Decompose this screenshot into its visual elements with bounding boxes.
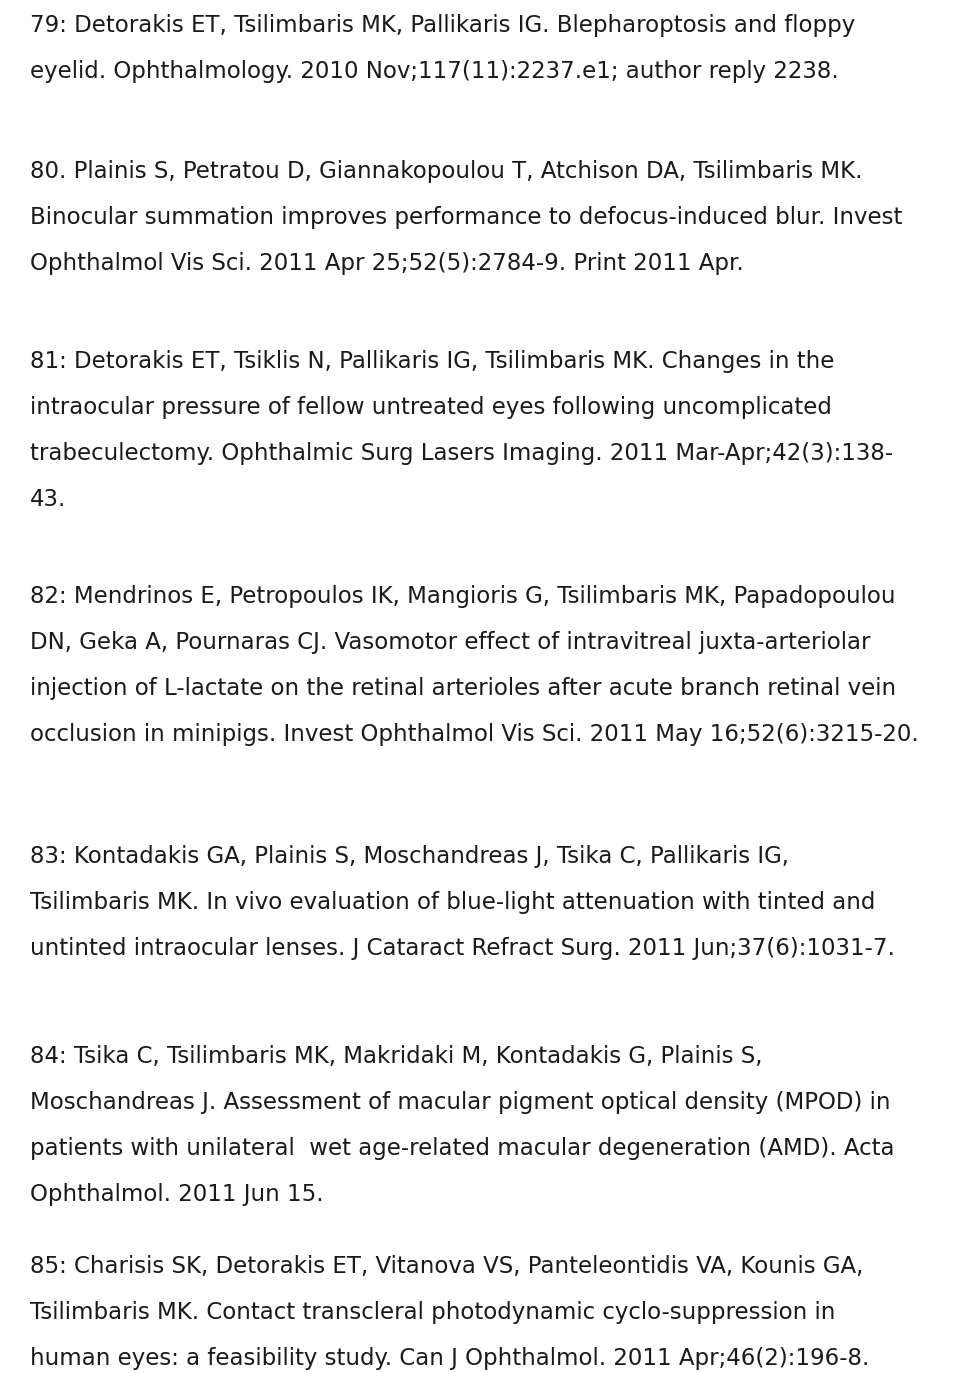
Text: 84: Tsika C, Tsilimbaris MK, Makridaki M, Kontadakis G, Plainis S,: 84: Tsika C, Tsilimbaris MK, Makridaki M… xyxy=(30,1045,762,1068)
Text: patients with unilateral  wet age-related macular degeneration (AMD). Acta: patients with unilateral wet age-related… xyxy=(30,1137,895,1160)
Text: Ophthalmol. 2011 Jun 15.: Ophthalmol. 2011 Jun 15. xyxy=(30,1184,324,1205)
Text: Tsilimbaris MK. In vivo evaluation of blue-light attenuation with tinted and: Tsilimbaris MK. In vivo evaluation of bl… xyxy=(30,891,876,914)
Text: human eyes: a feasibility study. Can J Ophthalmol. 2011 Apr;46(2):196-8.: human eyes: a feasibility study. Can J O… xyxy=(30,1347,870,1370)
Text: DN, Geka A, Pournaras CJ. Vasomotor effect of intravitreal juxta-arteriolar: DN, Geka A, Pournaras CJ. Vasomotor effe… xyxy=(30,632,871,654)
Text: untinted intraocular lenses. J Cataract Refract Surg. 2011 Jun;37(6):1031-7.: untinted intraocular lenses. J Cataract … xyxy=(30,936,895,960)
Text: intraocular pressure of fellow untreated eyes following uncomplicated: intraocular pressure of fellow untreated… xyxy=(30,395,832,419)
Text: Moschandreas J. Assessment of macular pigment optical density (MPOD) in: Moschandreas J. Assessment of macular pi… xyxy=(30,1092,891,1114)
Text: 43.: 43. xyxy=(30,487,66,511)
Text: 80. Plainis S, Petratou D, Giannakopoulou T, Atchison DA, Tsilimbaris MK.: 80. Plainis S, Petratou D, Giannakopoulo… xyxy=(30,161,862,183)
Text: injection of L-lactate on the retinal arterioles after acute branch retinal vein: injection of L-lactate on the retinal ar… xyxy=(30,677,896,700)
Text: Tsilimbaris MK. Contact transcleral photodynamic cyclo-suppression in: Tsilimbaris MK. Contact transcleral phot… xyxy=(30,1302,835,1324)
Text: 81: Detorakis ET, Tsiklis N, Pallikaris IG, Tsilimbaris MK. Changes in the: 81: Detorakis ET, Tsiklis N, Pallikaris … xyxy=(30,350,834,373)
Text: Ophthalmol Vis Sci. 2011 Apr 25;52(5):2784-9. Print 2011 Apr.: Ophthalmol Vis Sci. 2011 Apr 25;52(5):27… xyxy=(30,253,744,275)
Text: trabeculectomy. Ophthalmic Surg Lasers Imaging. 2011 Mar-Apr;42(3):138-: trabeculectomy. Ophthalmic Surg Lasers I… xyxy=(30,442,893,465)
Text: 83: Kontadakis GA, Plainis S, Moschandreas J, Tsika C, Pallikaris IG,: 83: Kontadakis GA, Plainis S, Moschandre… xyxy=(30,844,789,868)
Text: 79: Detorakis ET, Tsilimbaris MK, Pallikaris IG. Blepharoptosis and floppy: 79: Detorakis ET, Tsilimbaris MK, Pallik… xyxy=(30,14,855,37)
Text: occlusion in minipigs. Invest Ophthalmol Vis Sci. 2011 May 16;52(6):3215-20.: occlusion in minipigs. Invest Ophthalmol… xyxy=(30,724,919,746)
Text: 85: Charisis SK, Detorakis ET, Vitanova VS, Panteleontidis VA, Kounis GA,: 85: Charisis SK, Detorakis ET, Vitanova … xyxy=(30,1255,863,1278)
Text: eyelid. Ophthalmology. 2010 Nov;117(11):2237.e1; author reply 2238.: eyelid. Ophthalmology. 2010 Nov;117(11):… xyxy=(30,60,839,82)
Text: Binocular summation improves performance to defocus-induced blur. Invest: Binocular summation improves performance… xyxy=(30,206,902,229)
Text: 82: Mendrinos E, Petropoulos IK, Mangioris G, Tsilimbaris MK, Papadopoulou: 82: Mendrinos E, Petropoulos IK, Mangior… xyxy=(30,585,896,608)
